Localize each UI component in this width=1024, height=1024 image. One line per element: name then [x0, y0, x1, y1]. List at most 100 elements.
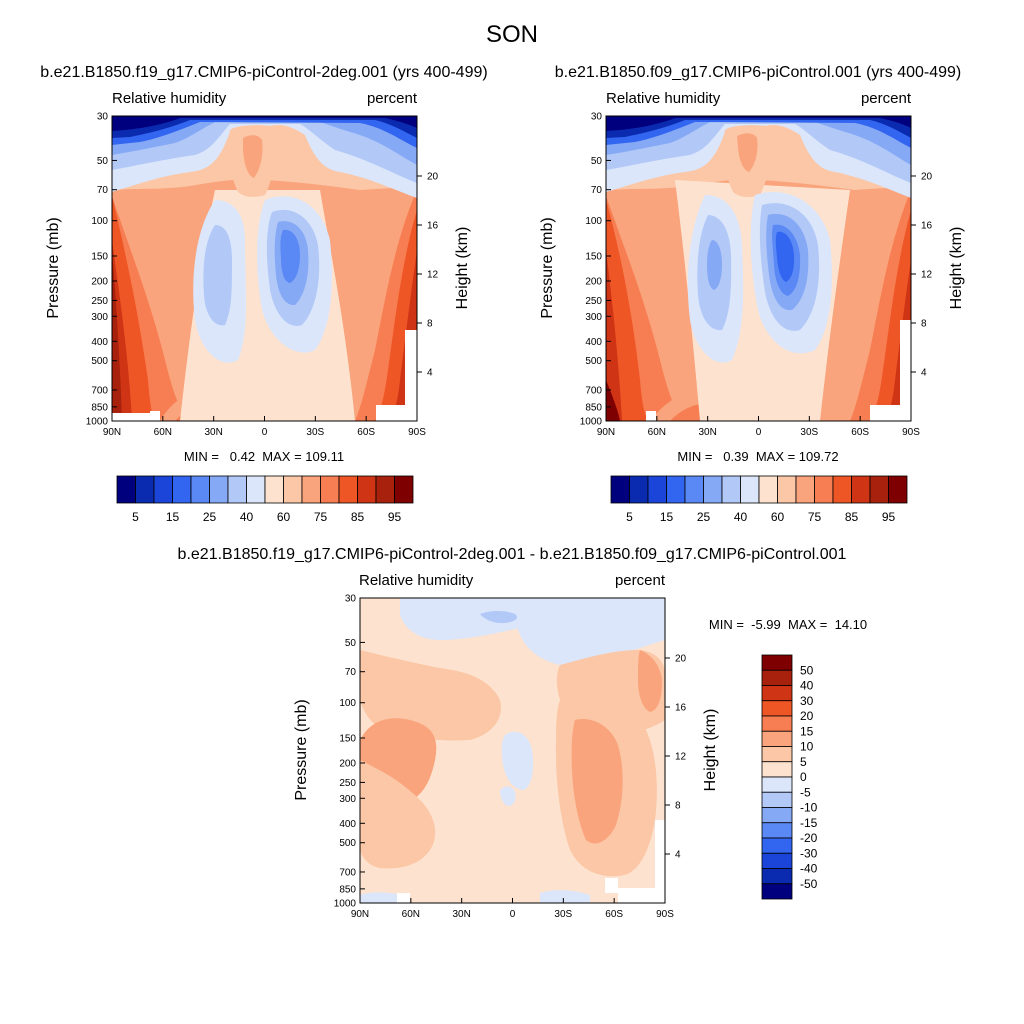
- colorbar-label: 20: [800, 709, 814, 723]
- panel-2-ytick-label: 400: [585, 337, 602, 348]
- colorbar-swatch: [761, 685, 793, 702]
- panel-1-ytick-label: 100: [91, 216, 108, 227]
- panel-1-ylabel: Pressure (mb): [45, 217, 62, 318]
- panel-1: b.e21.B1850.f19_g17.CMIP6-piControl-2deg…: [40, 64, 487, 524]
- panel-3-ytick-right-label: 12: [675, 751, 687, 762]
- panel-2-xtick-label: 60S: [851, 427, 869, 438]
- panel-1-ytick-label: 150: [91, 251, 108, 262]
- panel-2-ytick-right-label: 12: [921, 269, 933, 280]
- panel-3-ytick-label: 250: [339, 778, 356, 789]
- panel-2-xtick-label: 30S: [800, 427, 818, 438]
- panel-3-axes: 90N 60N 30N 0 30S 60S 90S 30 50 70 100 150 200 250 300…: [334, 594, 687, 921]
- colorbar-label: 5: [132, 510, 139, 524]
- panel-1-xtick-label: 90N: [103, 427, 121, 438]
- panel-2-xtick-label: 90S: [902, 427, 920, 438]
- colorbar-swatch: [666, 475, 686, 504]
- colorbar-swatch: [394, 475, 414, 504]
- panel-3-ytick-right-label: 8: [675, 800, 681, 811]
- figure-title: SON: [486, 21, 538, 48]
- colorbar-swatch: [761, 837, 793, 854]
- colorbar-label: -10: [800, 801, 818, 815]
- panel-1-variable-label: Relative humidity: [112, 90, 227, 107]
- panel-3-xtick-label: 60N: [402, 909, 420, 920]
- colorbar-swatch: [814, 475, 834, 504]
- colorbar-label: 40: [240, 510, 254, 524]
- panel-1-ytick-label: 400: [91, 337, 108, 348]
- colorbar-swatch: [283, 475, 303, 504]
- colorbar-swatch: [761, 883, 793, 900]
- colorbar-label: 15: [800, 724, 814, 738]
- panel-1-xtick-label: 30N: [204, 427, 222, 438]
- colorbar-label: 5: [800, 755, 807, 769]
- panel-2-ytick-label: 300: [585, 312, 602, 323]
- panel-1-field: [112, 116, 417, 421]
- panel-3-field: [360, 598, 665, 903]
- panel-3-ytick-label: 400: [339, 819, 356, 830]
- panel-1-ytick-label: 70: [97, 185, 109, 196]
- panel-2-ytick-label: 50: [591, 156, 603, 167]
- panel-2-xtick-label: 0: [756, 427, 762, 438]
- panel-1-colorbar: 5 15 25 40 60 75 85 95: [116, 475, 414, 524]
- panel-1-xtick-label: 0: [262, 427, 268, 438]
- panel-3-xtick-label: 30S: [554, 909, 572, 920]
- panel-1-xtick-label: 60S: [357, 427, 375, 438]
- colorbar-swatch: [610, 475, 630, 504]
- colorbar-swatch: [647, 475, 667, 504]
- panel-3-ytick-label: 50: [345, 638, 357, 649]
- colorbar-swatch: [190, 475, 210, 504]
- panel-1-ytick-label: 200: [91, 277, 108, 288]
- panel-1-ytick-right-label: 20: [427, 171, 439, 182]
- panel-2-ytick-right-label: 20: [921, 171, 933, 182]
- panel-2-units-label: percent: [861, 90, 912, 107]
- panel-3-stats: MIN = -5.99 MAX = 14.10: [709, 617, 867, 632]
- colorbar-swatch: [740, 475, 760, 504]
- panel-1-xtick-label: 30S: [306, 427, 324, 438]
- colorbar-label: -40: [800, 862, 818, 876]
- colorbar-swatch: [761, 746, 793, 763]
- panel-1-ytick-right-label: 8: [427, 318, 433, 329]
- colorbar-label: -30: [800, 846, 818, 860]
- colorbar-label: 15: [166, 510, 180, 524]
- panel-2-xtick-label: 60N: [648, 427, 666, 438]
- colorbar-swatch: [320, 475, 340, 504]
- panel-2-ytick-label: 30: [591, 112, 603, 123]
- colorbar-label: -15: [800, 816, 818, 830]
- colorbar-label: 85: [845, 510, 859, 524]
- colorbar-swatch: [721, 475, 741, 504]
- panel-2-ytick-label: 1000: [580, 417, 603, 428]
- colorbar-label: 25: [203, 510, 217, 524]
- panel-3-variable-label: Relative humidity: [359, 572, 474, 589]
- colorbar-label: 95: [882, 510, 896, 524]
- colorbar-swatch: [888, 475, 908, 504]
- panel-3-ylabel-right: Height (km): [702, 709, 719, 792]
- panel-3-ytick-right-label: 4: [675, 849, 681, 860]
- panel-3-title: b.e21.B1850.f19_g17.CMIP6-piControl-2deg…: [178, 546, 847, 563]
- panel-1-ytick-label: 500: [91, 356, 108, 367]
- panel-2-ytick-label: 200: [585, 277, 602, 288]
- colorbar-label: -5: [800, 785, 811, 799]
- panel-3-ytick-right-label: 16: [675, 702, 687, 713]
- panel-2-ytick-right-label: 16: [921, 220, 933, 231]
- colorbar-swatch: [832, 475, 852, 504]
- panel-1-ytick-label: 850: [91, 402, 108, 413]
- colorbar-swatch: [795, 475, 815, 504]
- panel-1-ytick-label: 700: [91, 385, 108, 396]
- colorbar-swatch: [684, 475, 704, 504]
- panel-3-xtick-label: 0: [510, 909, 516, 920]
- colorbar-label: 30: [800, 694, 814, 708]
- colorbar-label: -50: [800, 877, 818, 891]
- colorbar-swatch: [264, 475, 284, 504]
- panel-3-ytick-label: 100: [339, 698, 356, 709]
- panel-1-ytick-label: 30: [97, 112, 109, 123]
- panel-2-ytick-label: 150: [585, 251, 602, 262]
- panel-2-field: [606, 116, 911, 421]
- panel-3-xtick-label: 60S: [605, 909, 623, 920]
- panel-3: b.e21.B1850.f19_g17.CMIP6-piControl-2deg…: [178, 546, 868, 920]
- colorbar-label: 40: [734, 510, 748, 524]
- panel-1-ytick-right-label: 4: [427, 367, 433, 378]
- panel-1-ytick-label: 1000: [86, 417, 109, 428]
- colorbar-label: 25: [697, 510, 711, 524]
- colorbar-swatch: [761, 868, 793, 885]
